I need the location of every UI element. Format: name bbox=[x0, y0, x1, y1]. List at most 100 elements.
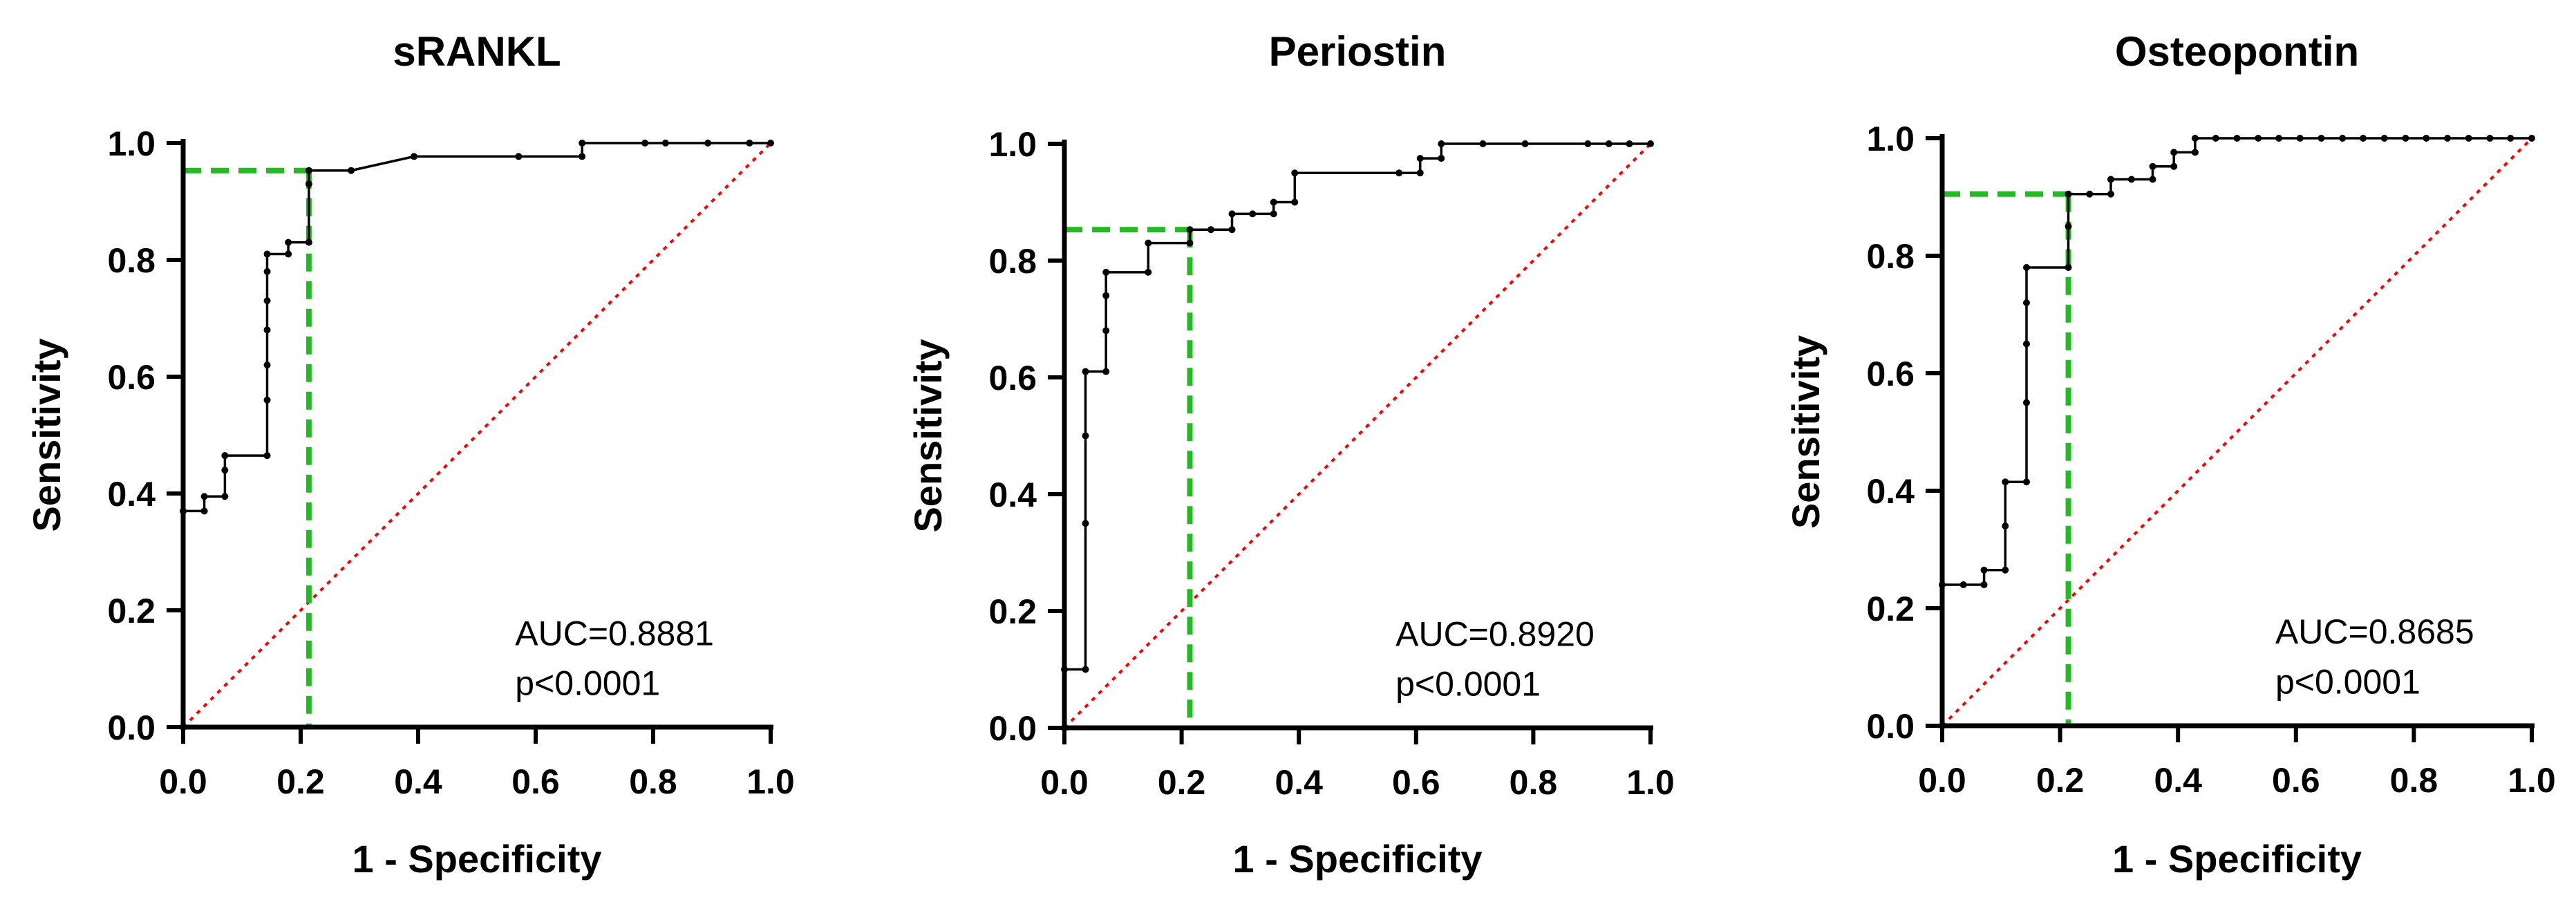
roc-point bbox=[1145, 239, 1152, 247]
roc-panel-srankl: sRANKL 0.0 0.2 0.4 0.6 0.8 1.0 0.0 0.2 0.4 0.6 0.8 1… bbox=[25, 28, 795, 881]
x-tick-label: 0.0 bbox=[1918, 761, 1966, 800]
roc-point bbox=[1395, 169, 1403, 177]
y-tick-label: 0.6 bbox=[107, 358, 156, 397]
roc-point bbox=[285, 250, 292, 258]
roc-point bbox=[2149, 162, 2156, 170]
roc-point bbox=[704, 140, 712, 147]
roc-point bbox=[2255, 135, 2262, 142]
x-tick-label: 0.8 bbox=[1510, 763, 1558, 802]
x-tick-label: 0.6 bbox=[1392, 763, 1440, 802]
roc-point bbox=[2444, 135, 2452, 142]
y-tick-label: 0.8 bbox=[1866, 237, 1915, 276]
x-tick-label: 0.6 bbox=[2272, 761, 2320, 800]
roc-point bbox=[263, 250, 271, 258]
roc-point bbox=[263, 361, 271, 369]
x-axis-label: 1 - Specificity bbox=[2112, 837, 2362, 881]
roc-panel-osteopontin: Osteopontin 0.0 0.2 0.4 0.6 0.8 1.0 0.0 0.2 0.4 0.… bbox=[1784, 28, 2556, 881]
roc-point bbox=[1102, 268, 1110, 276]
roc-point bbox=[2022, 264, 2030, 271]
roc-point bbox=[661, 140, 669, 147]
x-tick-label: 0.0 bbox=[1040, 763, 1089, 802]
roc-point bbox=[1416, 169, 1424, 177]
chart-title: Osteopontin bbox=[2115, 28, 2359, 75]
roc-point bbox=[2107, 190, 2114, 198]
roc-point bbox=[1605, 140, 1613, 147]
roc-point bbox=[263, 297, 271, 305]
roc-point bbox=[2002, 523, 2009, 529]
x-tick-label: 0.4 bbox=[1275, 763, 1323, 802]
y-tick-label: 0.0 bbox=[1866, 707, 1915, 746]
x-tick-label: 0.8 bbox=[629, 762, 677, 801]
roc-point bbox=[1626, 140, 1633, 147]
p-value-annotation: p<0.0001 bbox=[515, 664, 660, 703]
roc-point bbox=[2380, 135, 2388, 142]
roc-point bbox=[1082, 520, 1089, 527]
roc-point bbox=[2402, 135, 2409, 142]
roc-point bbox=[2423, 135, 2430, 142]
roc-point bbox=[641, 140, 649, 147]
roc-point bbox=[1186, 226, 1194, 234]
roc-point bbox=[579, 140, 586, 147]
p-value-annotation: p<0.0001 bbox=[1395, 665, 1541, 704]
roc-point bbox=[2127, 176, 2135, 183]
roc-panel-periostin: Periostin 0.0 0.2 0.4 0.6 0.8 1.0 0.0 0.2 0.4 0.6 0… bbox=[906, 28, 1675, 881]
y-axis-label: Sensitivity bbox=[25, 338, 68, 532]
roc-point bbox=[1102, 292, 1110, 299]
roc-point bbox=[1102, 327, 1110, 335]
y-axis-label: Sensitivity bbox=[906, 339, 950, 532]
auc-annotation: AUC=0.8920 bbox=[1395, 615, 1595, 654]
roc-curve bbox=[1941, 137, 2532, 726]
roc-point bbox=[2528, 135, 2535, 142]
roc-point bbox=[305, 167, 312, 174]
roc-point bbox=[2002, 566, 2009, 574]
roc-point bbox=[1145, 268, 1152, 276]
roc-point bbox=[2486, 135, 2494, 142]
roc-point bbox=[263, 452, 271, 460]
roc-point bbox=[1438, 155, 1445, 162]
y-tick-label: 0.2 bbox=[988, 592, 1037, 631]
roc-point bbox=[221, 452, 229, 460]
y-tick-label: 0.6 bbox=[988, 359, 1037, 397]
roc-point bbox=[221, 493, 229, 500]
roc-point bbox=[1186, 239, 1194, 247]
roc-point bbox=[1228, 210, 1236, 218]
y-tick-label: 0.0 bbox=[988, 709, 1037, 748]
roc-point bbox=[1416, 155, 1424, 162]
roc-point bbox=[1082, 432, 1089, 440]
roc-point bbox=[2065, 223, 2072, 230]
x-tick-label: 1.0 bbox=[2508, 761, 2556, 800]
roc-point bbox=[2360, 135, 2367, 142]
roc-point bbox=[2022, 478, 2030, 486]
roc-point bbox=[1102, 368, 1110, 375]
y-tick-label: 1.0 bbox=[988, 125, 1037, 164]
x-tick-label: 1.0 bbox=[746, 762, 795, 801]
roc-point bbox=[1521, 140, 1529, 147]
roc-point bbox=[1228, 226, 1236, 234]
roc-point bbox=[579, 153, 586, 160]
roc-point bbox=[746, 140, 753, 147]
roc-point bbox=[2212, 135, 2219, 142]
roc-point bbox=[2233, 135, 2241, 142]
roc-point bbox=[263, 396, 271, 404]
y-tick-label: 0.6 bbox=[1866, 355, 1915, 393]
roc-point bbox=[2339, 135, 2347, 142]
roc-point bbox=[1249, 210, 1257, 218]
y-tick-label: 0.4 bbox=[988, 476, 1037, 514]
roc-point bbox=[2107, 176, 2114, 183]
reference-diagonal bbox=[182, 142, 772, 729]
roc-point bbox=[2022, 340, 2030, 348]
x-tick-label: 0.4 bbox=[394, 762, 442, 801]
roc-point bbox=[2318, 135, 2325, 142]
roc-point bbox=[1291, 198, 1299, 206]
roc-point bbox=[200, 493, 208, 500]
roc-point bbox=[2022, 299, 2030, 306]
x-tick-label: 0.0 bbox=[159, 762, 207, 801]
roc-point bbox=[1980, 566, 1988, 574]
roc-point bbox=[263, 326, 271, 334]
roc-point bbox=[2191, 149, 2199, 156]
roc-point bbox=[285, 238, 292, 246]
roc-point bbox=[2191, 135, 2199, 142]
x-tick-label: 0.8 bbox=[2390, 761, 2438, 800]
reference-diagonal bbox=[1941, 137, 2533, 727]
